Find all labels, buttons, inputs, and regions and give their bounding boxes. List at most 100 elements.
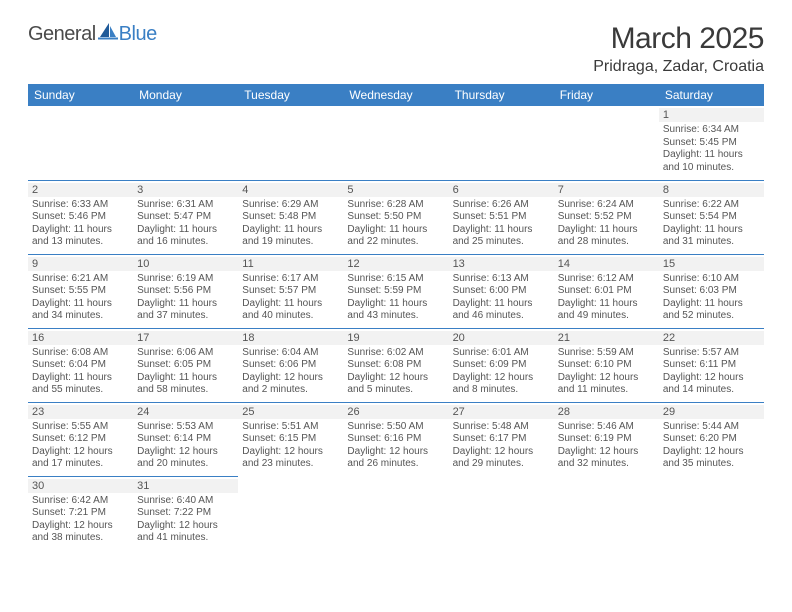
sunrise-text: Sunrise: 5:48 AM: [453, 421, 550, 434]
sunrise-text: Sunrise: 6:33 AM: [32, 199, 129, 212]
day-details: Sunrise: 6:40 AMSunset: 7:22 PMDaylight:…: [137, 495, 234, 545]
calendar-cell: [554, 106, 659, 180]
logo-sail-icon: [98, 22, 118, 46]
day-details: Sunrise: 5:53 AMSunset: 6:14 PMDaylight:…: [137, 421, 234, 471]
logo: General Blue: [28, 22, 157, 46]
sunset-text: Sunset: 6:17 PM: [453, 433, 550, 446]
sunrise-text: Sunrise: 5:55 AM: [32, 421, 129, 434]
sunrise-text: Sunrise: 6:22 AM: [663, 199, 760, 212]
daylight-text: Daylight: 11 hours and 19 minutes.: [242, 224, 339, 249]
calendar-cell: 26 Sunrise: 5:50 AMSunset: 6:16 PMDayligh…: [343, 402, 448, 476]
weekday-header: Monday: [133, 84, 238, 106]
daylight-text: Daylight: 11 hours and 43 minutes.: [347, 298, 444, 323]
daylight-text: Daylight: 11 hours and 25 minutes.: [453, 224, 550, 249]
day-details: Sunrise: 6:04 AMSunset: 6:06 PMDaylight:…: [242, 347, 339, 397]
day-number: 17: [133, 331, 238, 345]
sunrise-text: Sunrise: 6:02 AM: [347, 347, 444, 360]
day-number: 5: [343, 183, 448, 197]
day-details: Sunrise: 6:24 AMSunset: 5:52 PMDaylight:…: [558, 199, 655, 249]
sunset-text: Sunset: 6:20 PM: [663, 433, 760, 446]
sunset-text: Sunset: 6:14 PM: [137, 433, 234, 446]
daylight-text: Daylight: 11 hours and 34 minutes.: [32, 298, 129, 323]
day-number: 2: [28, 183, 133, 197]
calendar-body: 1Sunrise: 6:34 AMSunset: 5:45 PMDaylight…: [28, 106, 764, 550]
day-details: Sunrise: 6:02 AMSunset: 6:08 PMDaylight:…: [347, 347, 444, 397]
sunset-text: Sunset: 5:56 PM: [137, 285, 234, 298]
daylight-text: Daylight: 11 hours and 28 minutes.: [558, 224, 655, 249]
calendar-cell: 7 Sunrise: 6:24 AMSunset: 5:52 PMDaylight…: [554, 180, 659, 254]
sunset-text: Sunset: 6:01 PM: [558, 285, 655, 298]
calendar-cell: 27Sunrise: 5:48 AMSunset: 6:17 PMDayligh…: [449, 402, 554, 476]
day-details: Sunrise: 6:29 AMSunset: 5:48 PMDaylight:…: [242, 199, 339, 249]
daylight-text: Daylight: 11 hours and 37 minutes.: [137, 298, 234, 323]
sunset-text: Sunset: 6:10 PM: [558, 359, 655, 372]
day-details: Sunrise: 5:50 AMSunset: 6:16 PMDaylight:…: [347, 421, 444, 471]
daylight-text: Daylight: 11 hours and 40 minutes.: [242, 298, 339, 323]
page-header: General Blue March 2025 Pridraga, Zadar,…: [28, 22, 764, 76]
calendar-cell: 20Sunrise: 6:01 AMSunset: 6:09 PMDayligh…: [449, 328, 554, 402]
calendar-cell: 12Sunrise: 6:15 AMSunset: 5:59 PMDayligh…: [343, 254, 448, 328]
day-details: Sunrise: 5:48 AMSunset: 6:17 PMDaylight:…: [453, 421, 550, 471]
sunrise-text: Sunrise: 6:26 AM: [453, 199, 550, 212]
daylight-text: Daylight: 11 hours and 46 minutes.: [453, 298, 550, 323]
sunrise-text: Sunrise: 5:59 AM: [558, 347, 655, 360]
sunset-text: Sunset: 5:55 PM: [32, 285, 129, 298]
day-number: 25: [238, 405, 343, 419]
day-details: Sunrise: 6:31 AMSunset: 5:47 PMDaylight:…: [137, 199, 234, 249]
weekday-header: Thursday: [449, 84, 554, 106]
sunset-text: Sunset: 6:16 PM: [347, 433, 444, 446]
sunset-text: Sunset: 5:54 PM: [663, 211, 760, 224]
sunset-text: Sunset: 5:47 PM: [137, 211, 234, 224]
calendar-cell: 30Sunrise: 6:42 AMSunset: 7:21 PMDayligh…: [28, 476, 133, 550]
sunset-text: Sunset: 6:03 PM: [663, 285, 760, 298]
calendar-cell: 6 Sunrise: 6:26 AMSunset: 5:51 PMDaylight…: [449, 180, 554, 254]
calendar-cell: 13Sunrise: 6:13 AMSunset: 6:00 PMDayligh…: [449, 254, 554, 328]
sunset-text: Sunset: 7:21 PM: [32, 507, 129, 520]
calendar-cell: 29Sunrise: 5:44 AMSunset: 6:20 PMDayligh…: [659, 402, 764, 476]
daylight-text: Daylight: 12 hours and 38 minutes.: [32, 520, 129, 545]
day-number: 26: [343, 405, 448, 419]
sunset-text: Sunset: 5:51 PM: [453, 211, 550, 224]
day-details: Sunrise: 6:10 AMSunset: 6:03 PMDaylight:…: [663, 273, 760, 323]
calendar-cell: 24Sunrise: 5:53 AMSunset: 6:14 PMDayligh…: [133, 402, 238, 476]
sunrise-text: Sunrise: 5:44 AM: [663, 421, 760, 434]
sunset-text: Sunset: 6:05 PM: [137, 359, 234, 372]
sunrise-text: Sunrise: 6:40 AM: [137, 495, 234, 508]
sunrise-text: Sunrise: 5:53 AM: [137, 421, 234, 434]
daylight-text: Daylight: 12 hours and 29 minutes.: [453, 446, 550, 471]
sunrise-text: Sunrise: 6:04 AM: [242, 347, 339, 360]
daylight-text: Daylight: 12 hours and 8 minutes.: [453, 372, 550, 397]
day-number: 7: [554, 183, 659, 197]
day-number: 10: [133, 257, 238, 271]
calendar-week-row: 30Sunrise: 6:42 AMSunset: 7:21 PMDayligh…: [28, 476, 764, 550]
weekday-header: Sunday: [28, 84, 133, 106]
calendar-cell: [343, 476, 448, 550]
day-number: 22: [659, 331, 764, 345]
sunrise-text: Sunrise: 5:51 AM: [242, 421, 339, 434]
day-details: Sunrise: 6:28 AMSunset: 5:50 PMDaylight:…: [347, 199, 444, 249]
day-details: Sunrise: 6:19 AMSunset: 5:56 PMDaylight:…: [137, 273, 234, 323]
calendar-week-row: 23Sunrise: 5:55 AMSunset: 6:12 PMDayligh…: [28, 402, 764, 476]
sunset-text: Sunset: 6:00 PM: [453, 285, 550, 298]
daylight-text: Daylight: 12 hours and 23 minutes.: [242, 446, 339, 471]
day-details: Sunrise: 5:57 AMSunset: 6:11 PMDaylight:…: [663, 347, 760, 397]
calendar-week-row: 9Sunrise: 6:21 AMSunset: 5:55 PMDaylight…: [28, 254, 764, 328]
day-details: Sunrise: 6:06 AMSunset: 6:05 PMDaylight:…: [137, 347, 234, 397]
sunset-text: Sunset: 5:59 PM: [347, 285, 444, 298]
logo-text-general: General: [28, 23, 96, 46]
day-details: Sunrise: 6:15 AMSunset: 5:59 PMDaylight:…: [347, 273, 444, 323]
day-number: 8: [659, 183, 764, 197]
day-number: 6: [449, 183, 554, 197]
daylight-text: Daylight: 11 hours and 49 minutes.: [558, 298, 655, 323]
calendar-cell: 15Sunrise: 6:10 AMSunset: 6:03 PMDayligh…: [659, 254, 764, 328]
day-details: Sunrise: 5:44 AMSunset: 6:20 PMDaylight:…: [663, 421, 760, 471]
day-details: Sunrise: 6:08 AMSunset: 6:04 PMDaylight:…: [32, 347, 129, 397]
calendar-cell: [133, 106, 238, 180]
sunrise-text: Sunrise: 6:06 AM: [137, 347, 234, 360]
sunset-text: Sunset: 5:52 PM: [558, 211, 655, 224]
sunrise-text: Sunrise: 6:24 AM: [558, 199, 655, 212]
sunrise-text: Sunrise: 6:15 AM: [347, 273, 444, 286]
calendar-cell: 1Sunrise: 6:34 AMSunset: 5:45 PMDaylight…: [659, 106, 764, 180]
day-number: 18: [238, 331, 343, 345]
day-details: Sunrise: 6:13 AMSunset: 6:00 PMDaylight:…: [453, 273, 550, 323]
